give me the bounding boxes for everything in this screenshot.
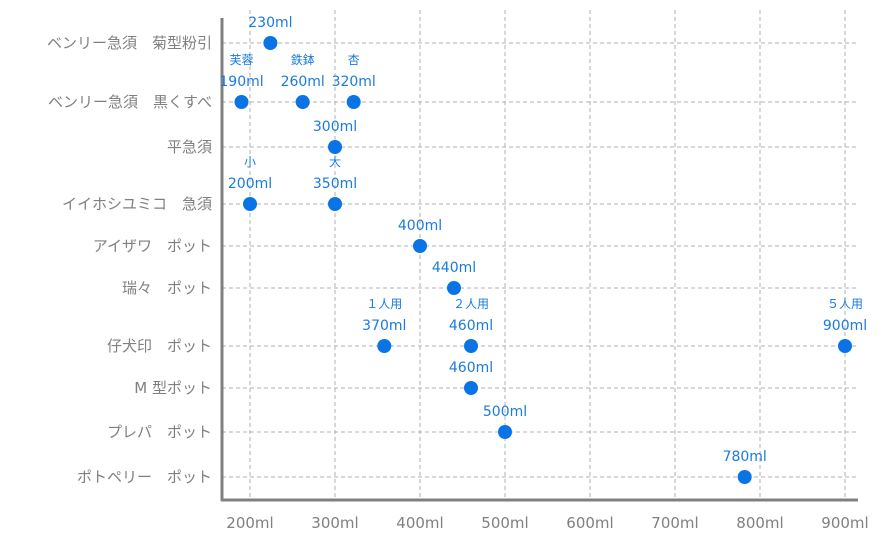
data-label: 320ml <box>332 74 376 90</box>
x-tick-label: 700ml <box>651 514 698 532</box>
data-point <box>838 339 852 353</box>
data-label: 500ml <box>483 404 527 420</box>
y-category-label: ポトペリー ポット <box>77 468 212 486</box>
data-sublabel: ２人用 <box>453 297 489 311</box>
data-point <box>377 339 392 353</box>
x-tick-label: 300ml <box>311 514 358 532</box>
y-category-label: プレパ ポット <box>107 423 212 441</box>
data-sublabel: ５人用 <box>827 297 863 311</box>
x-tick-label: 500ml <box>481 514 528 532</box>
y-category-label: イイホシユミコ 急須 <box>62 195 212 213</box>
data-point <box>447 281 461 295</box>
data-sublabel: 杏 <box>348 53 360 67</box>
data-sublabel: １人用 <box>366 297 402 311</box>
data-label: 400ml <box>398 218 442 234</box>
x-tick-label: 800ml <box>736 514 783 532</box>
data-label: 190ml <box>219 74 263 90</box>
data-label: 200ml <box>228 176 272 192</box>
data-point <box>737 470 752 484</box>
y-category-label: ベンリー急須 黒くすべ <box>48 93 212 111</box>
y-category-label: アイザワ ポット <box>93 237 212 255</box>
data-sublabel: 鉄鉢 <box>291 52 315 67</box>
data-point <box>328 197 342 211</box>
data-sublabel: 小 <box>244 155 256 169</box>
x-tick-label: 200ml <box>226 514 273 532</box>
data-label: 440ml <box>432 260 476 276</box>
data-sublabel: 大 <box>329 155 341 169</box>
x-tick-label: 400ml <box>396 514 443 532</box>
data-label: 370ml <box>362 318 406 334</box>
data-label: 780ml <box>723 449 767 465</box>
y-category-label: M 型ポット <box>134 379 212 397</box>
data-point <box>464 339 478 353</box>
data-sublabel: 芙蓉 <box>229 53 253 67</box>
data-point <box>346 95 361 109</box>
data-point <box>234 95 249 109</box>
data-label: 230ml <box>248 15 292 31</box>
data-point <box>263 36 278 50</box>
data-point <box>413 239 427 253</box>
data-point <box>498 425 512 439</box>
data-label: 460ml <box>449 318 493 334</box>
data-label: 460ml <box>449 360 493 376</box>
data-point <box>295 95 310 109</box>
y-category-label: 瑞々 ポット <box>122 279 212 297</box>
data-point <box>243 197 257 211</box>
y-category-label: ベンリー急須 菊型粉引 <box>47 34 212 52</box>
data-label: 300ml <box>313 119 357 135</box>
data-point <box>328 140 342 154</box>
y-category-label: 仔犬印 ポット <box>107 337 212 355</box>
data-point <box>464 381 478 395</box>
data-label: 350ml <box>313 176 357 192</box>
data-label: 260ml <box>281 74 325 90</box>
y-category-label: 平急須 <box>167 138 212 156</box>
x-tick-label: 600ml <box>566 514 613 532</box>
x-tick-label: 900ml <box>821 514 868 532</box>
data-label: 900ml <box>823 318 867 334</box>
